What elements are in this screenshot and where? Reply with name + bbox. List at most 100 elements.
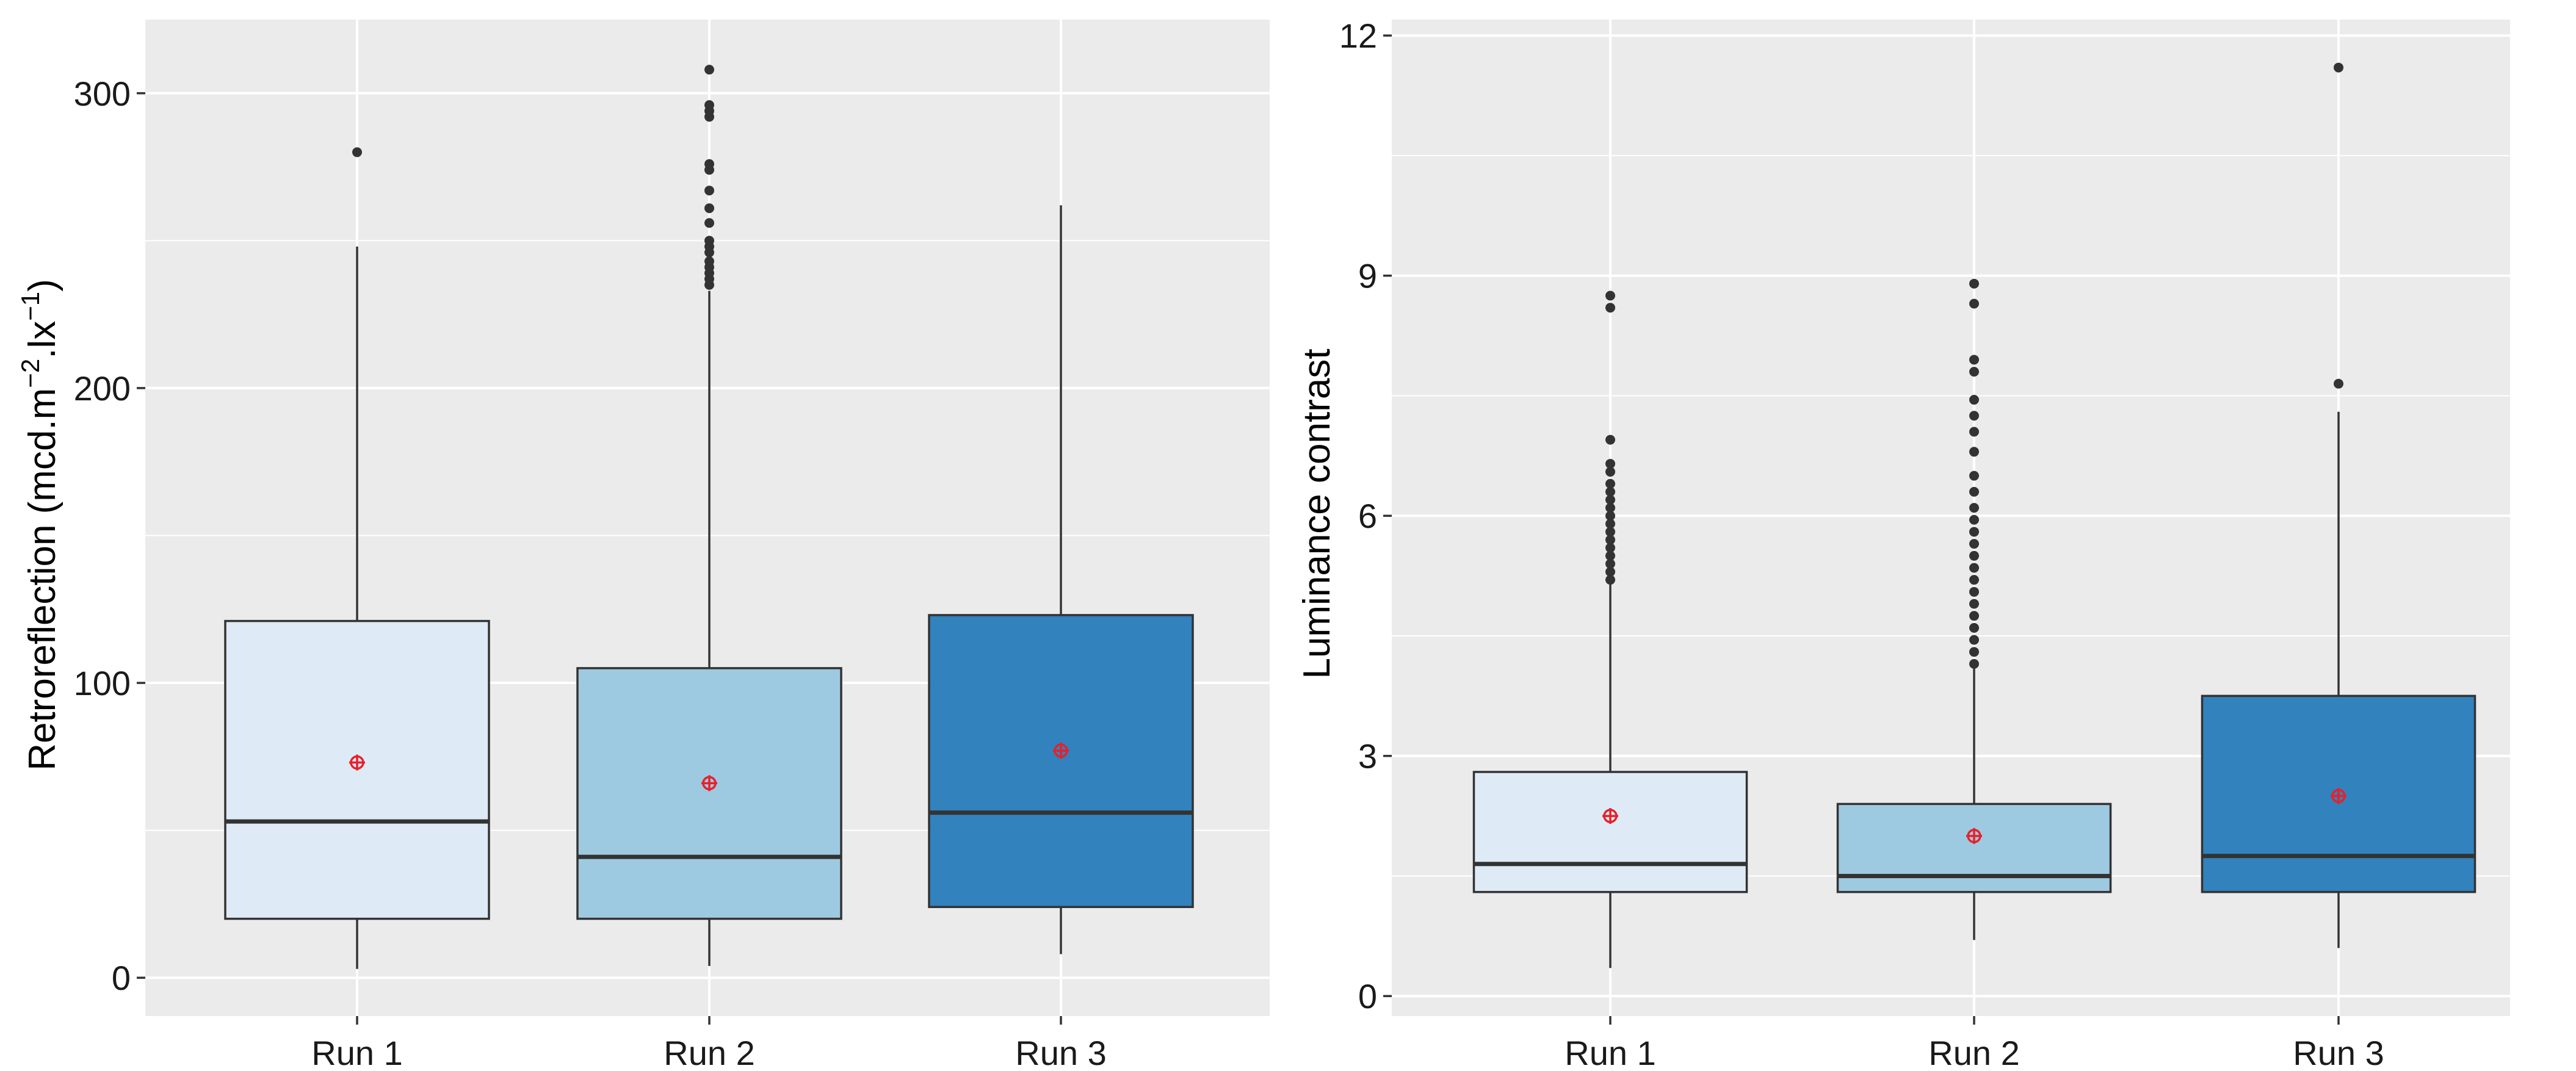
y-tick-label: 100 bbox=[74, 664, 131, 702]
outlier-point bbox=[1605, 303, 1615, 313]
y-axis-title: Retroreflection (mcd.m−2.lx−1) bbox=[16, 279, 63, 771]
mean-marker bbox=[1602, 808, 1618, 824]
outlier-point bbox=[1605, 567, 1615, 577]
y-tick-label: 300 bbox=[74, 74, 131, 113]
y-axis-title-main: Retroreflection (mcd.m bbox=[21, 388, 63, 771]
outlier-point bbox=[1969, 395, 1979, 405]
x-tick-label: Run 2 bbox=[1928, 1034, 2019, 1071]
outlier-point bbox=[1605, 575, 1615, 585]
y-axis-title-sup2: −1 bbox=[16, 292, 45, 321]
outlier-point bbox=[1605, 511, 1615, 521]
boxplots bbox=[224, 65, 1194, 969]
x-tick-label: Run 3 bbox=[2293, 1034, 2384, 1071]
outlier-point bbox=[1969, 550, 1979, 561]
x-tick-label: Run 3 bbox=[1015, 1034, 1106, 1071]
iqr-box bbox=[1836, 802, 2112, 893]
outlier-point bbox=[1969, 298, 1979, 309]
outlier-point bbox=[1605, 535, 1615, 545]
iqr-box bbox=[576, 667, 842, 920]
outlier-point bbox=[1969, 355, 1979, 365]
outlier-point bbox=[1969, 427, 1979, 437]
x-axis-ticks: Run 1 Run 2 Run 3 bbox=[1565, 1016, 2384, 1071]
iqr-box bbox=[928, 614, 1194, 908]
outlier-point bbox=[1605, 494, 1615, 505]
y-tick-label: 0 bbox=[112, 959, 131, 997]
y-tick-label: 3 bbox=[1358, 737, 1377, 776]
outlier-point bbox=[1969, 658, 1979, 669]
outlier-point bbox=[1969, 563, 1979, 573]
boxplot-1 bbox=[1472, 290, 1748, 968]
outlier-point bbox=[1969, 622, 1979, 633]
y-tick-label: 9 bbox=[1358, 257, 1377, 295]
y-tick-label: 0 bbox=[1358, 977, 1377, 1015]
outlier-point bbox=[704, 256, 714, 267]
outlier-point bbox=[704, 65, 714, 75]
outlier-point bbox=[1969, 611, 1979, 621]
mean-marker bbox=[701, 775, 717, 792]
outlier-point bbox=[704, 218, 714, 228]
boxplot-3 bbox=[928, 205, 1194, 954]
outlier-point bbox=[1969, 575, 1979, 585]
luminance-contrast-panel: 0 3 6 9 12 Run 1 Run 2 Run 3 Luminance contras… bbox=[1296, 16, 2510, 1071]
y-axis-title-sup1: −2 bbox=[16, 359, 45, 388]
y-axis-ticks: 0 3 6 9 12 bbox=[1339, 16, 1392, 1015]
boxplot-1 bbox=[224, 147, 490, 969]
mean-marker bbox=[349, 754, 365, 771]
x-tick-label: Run 2 bbox=[664, 1034, 754, 1071]
outlier-point bbox=[1605, 527, 1615, 537]
outlier-point bbox=[1969, 527, 1979, 537]
y-tick-label: 200 bbox=[74, 369, 131, 408]
outlier-point bbox=[1969, 411, 1979, 421]
outlier-point bbox=[1605, 503, 1615, 513]
boxplot-2 bbox=[576, 65, 842, 966]
outlier-point bbox=[1605, 519, 1615, 529]
outlier-point bbox=[352, 147, 362, 157]
outlier-point bbox=[1605, 478, 1615, 489]
outlier-point bbox=[2334, 378, 2343, 389]
boxplot-2 bbox=[1836, 278, 2112, 940]
retroreflection-panel: 0 100 200 300 Run 1 Run 2 Run 3 Retroreflecti… bbox=[16, 20, 1270, 1071]
x-axis-ticks: Run 1 Run 2 Run 3 bbox=[311, 1016, 1107, 1071]
outlier-point bbox=[704, 203, 714, 214]
outlier-point bbox=[1969, 486, 1979, 497]
mean-marker bbox=[1053, 743, 1069, 759]
outlier-point bbox=[1605, 458, 1615, 469]
outlier-point bbox=[1969, 539, 1979, 549]
outlier-point bbox=[1969, 471, 1979, 481]
y-axis-title-end: ) bbox=[21, 279, 63, 292]
outlier-point bbox=[1969, 599, 1979, 609]
outlier-point bbox=[1605, 435, 1615, 445]
iqr-box bbox=[1472, 771, 1748, 893]
y-axis-title: Luminance contrast bbox=[1296, 348, 1338, 679]
mean-marker bbox=[1966, 828, 1982, 844]
x-tick-label: Run 1 bbox=[311, 1034, 402, 1071]
outlier-point bbox=[704, 100, 714, 110]
outlier-point bbox=[1605, 486, 1615, 497]
outlier-point bbox=[1969, 514, 1979, 525]
boxplot-3 bbox=[2201, 62, 2477, 948]
outlier-point bbox=[1969, 586, 1979, 597]
outlier-point bbox=[1969, 367, 1979, 377]
outlier-point bbox=[704, 159, 714, 169]
outlier-point bbox=[1969, 503, 1979, 513]
boxplots bbox=[1472, 62, 2477, 968]
outlier-point bbox=[1969, 447, 1979, 457]
y-tick-label: 6 bbox=[1358, 497, 1377, 535]
y-tick-label: 12 bbox=[1339, 16, 1377, 55]
outlier-point bbox=[1605, 290, 1615, 301]
y-axis-ticks: 0 100 200 300 bbox=[74, 74, 145, 997]
outlier-point bbox=[704, 186, 714, 196]
mean-marker bbox=[2331, 788, 2346, 804]
outlier-point bbox=[1605, 467, 1615, 477]
outlier-point bbox=[2334, 62, 2343, 73]
outlier-point bbox=[1969, 278, 1979, 289]
x-tick-label: Run 1 bbox=[1565, 1034, 1655, 1071]
outlier-point bbox=[1605, 543, 1615, 553]
y-axis-title-mid: .lx bbox=[21, 321, 63, 359]
outlier-point bbox=[1605, 550, 1615, 561]
outlier-point bbox=[1969, 647, 1979, 657]
outlier-point bbox=[1605, 558, 1615, 569]
outlier-point bbox=[704, 236, 714, 246]
outlier-point bbox=[1969, 635, 1979, 645]
